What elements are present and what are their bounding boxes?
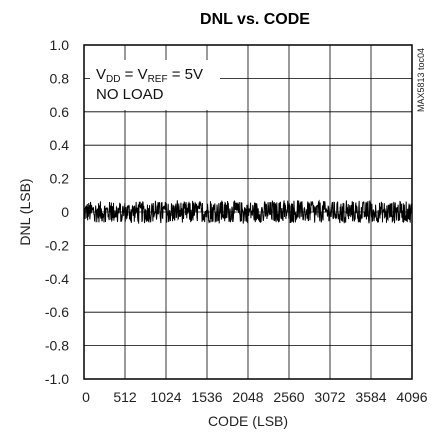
x-tick-label: 0 (82, 389, 90, 405)
y-tick-label: 0.2 (50, 171, 70, 187)
x-tick-label: 512 (113, 389, 137, 405)
dnl-series-line (83, 199, 413, 224)
y-tick-label: -0.6 (45, 304, 69, 320)
annotation-box (90, 60, 220, 110)
y-axis-label: DNL (LSB) (17, 178, 33, 245)
x-axis-label: CODE (LSB) (208, 413, 288, 429)
x-tick-label: 3584 (355, 389, 386, 405)
x-tick-label: 4096 (396, 389, 427, 405)
y-tick-label: 0.8 (50, 70, 70, 86)
annotation-line-2: NO LOAD (96, 86, 164, 103)
x-tick-label: 3072 (314, 389, 345, 405)
x-tick-label: 1536 (191, 389, 222, 405)
y-tick-label: -0.8 (45, 338, 69, 354)
y-tick-label: -0.2 (45, 237, 69, 253)
x-tick-label: 1024 (150, 389, 181, 405)
chart-title: DNL vs. CODE (200, 11, 310, 28)
y-tick-label: 1.0 (50, 37, 70, 53)
y-tick-label: 0.4 (50, 137, 70, 153)
y-tick-label: -1.0 (45, 371, 69, 387)
y-tick-label: -0.4 (45, 271, 69, 287)
x-tick-labels: 0 512 1024 1536 2048 2560 3072 3584 4096 (82, 389, 428, 405)
side-label: MAX5813 toc04 (416, 48, 426, 112)
y-tick-label: 0.6 (50, 104, 70, 120)
y-tick-labels: 1.0 0.8 0.6 0.4 0.2 0 -0.2 -0.4 -0.6 -0.8 -1.0 (45, 37, 69, 387)
x-tick-label: 2048 (232, 389, 263, 405)
annotation-line-1: VDD = VREF = 5V (96, 66, 203, 85)
y-tick-label: 0 (61, 204, 69, 220)
x-tick-label: 2560 (273, 389, 304, 405)
